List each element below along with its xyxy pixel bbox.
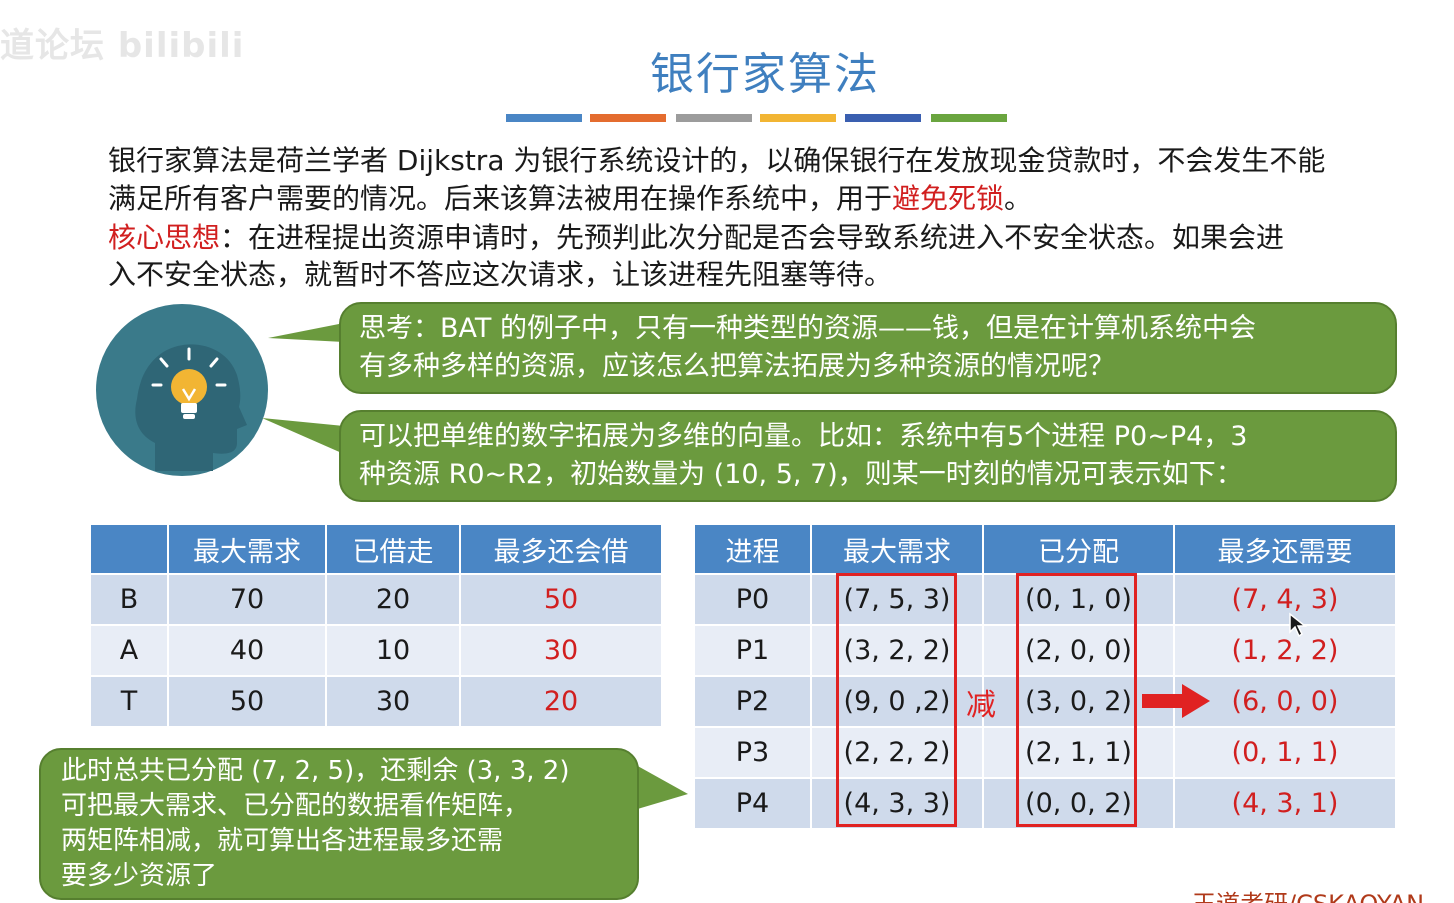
table-cell: 20: [460, 675, 661, 726]
intro-text: 满足所有客户需要的情况。后来该算法被用在操作系统中，用于: [108, 182, 893, 215]
max-need-highlight-box: [836, 573, 957, 827]
intro-text-end: 。: [1004, 182, 1033, 215]
bubble-2-line-1: 可以把单维的数字拓展为多维的向量。比如：系统中有5个进程 P0~P4，3: [359, 421, 1248, 452]
table-cell: (0, 0, 2): [983, 777, 1175, 828]
table-cell: B: [91, 573, 169, 625]
table-cell: P1: [695, 624, 812, 676]
table-row: T 50 30 20: [91, 675, 661, 726]
table-row: P1 (3, 2, 2) (2, 0, 0) (1, 2, 2): [695, 624, 1395, 676]
table-cell: 20: [326, 573, 461, 625]
table-row: P3 (2, 2, 2) (2, 1, 1) (0, 1, 1): [695, 726, 1395, 778]
table-cell: T: [91, 675, 169, 726]
bubble-3-line-2: 可把最大需求、已分配的数据看作矩阵，: [61, 791, 530, 821]
speech-bubble-answer: 可以把单维的数字拓展为多维的向量。比如：系统中有5个进程 P0~P4，3 种资源…: [339, 410, 1397, 502]
table-header-cell: 最大需求: [811, 525, 984, 574]
title-bar-segment: [931, 114, 1007, 122]
bubble-3-line-3: 两矩阵相减，就可算出各进程最多还需: [61, 826, 504, 856]
page-title: 银行家算法: [650, 49, 880, 100]
table-header-cell: 已分配: [983, 525, 1175, 574]
title-bar-segment: [676, 114, 752, 122]
table-cell: (2, 1, 1): [983, 726, 1175, 778]
title-bar-segment: [590, 114, 666, 122]
table-cell: 30: [460, 624, 661, 676]
speech-bubble-think: 思考：BAT 的例子中，只有一种类型的资源——钱，但是在计算机系统中会 有多种多…: [339, 302, 1397, 394]
table-cell: (1, 2, 2): [1174, 624, 1395, 676]
bubble-pointer-1: [268, 323, 344, 342]
footer-brand: 王道考研/CSKAOYAN: [1192, 884, 1424, 903]
bubble-1-line-2: 有多种多样的资源，应该怎么把算法拓展为多种资源的情况呢？: [359, 351, 1115, 382]
table-cell: P3: [695, 726, 812, 778]
bubble-pointer-2: [262, 418, 344, 454]
table-cell: 50: [460, 573, 661, 625]
title-bar-segment: [845, 114, 921, 122]
table-header-cell: 最大需求: [168, 525, 327, 574]
table-cell: P0: [695, 573, 812, 625]
speech-bubble-summary: 此时总共已分配 (7, 2, 5)，还剩余 (3, 3, 2) 可把最大需求、已…: [39, 748, 639, 900]
bubble-3-line-4: 要多少资源了: [61, 861, 218, 891]
bubble-2-line-2: 种资源 R0~R2，初始数量为 (10, 5, 7)，则某一时刻的情况可表示如下…: [359, 459, 1243, 490]
arrow-right-icon: [1142, 684, 1210, 718]
allocated-highlight-box: [1016, 573, 1137, 827]
table-cell: 10: [326, 624, 461, 676]
table-cell: (0, 1, 1): [1174, 726, 1395, 778]
table-header-row: 最大需求 已借走 最多还会借: [91, 525, 661, 574]
bubble-pointer-3: [634, 764, 688, 810]
table-header-row: 进程 最大需求 已分配 最多还需要: [695, 525, 1395, 574]
title-bar-segment: [760, 114, 836, 122]
intro-line-2: 满足所有客户需要的情况。后来该算法被用在操作系统中，用于避免死锁。: [108, 180, 1454, 218]
table-cell: 50: [168, 675, 327, 726]
title-bar-segment: [506, 114, 582, 122]
table-row: A 40 10 30: [91, 624, 661, 676]
table-cell: (2, 0, 0): [983, 624, 1175, 676]
table-cell: 40: [168, 624, 327, 676]
bubble-3-line-1: 此时总共已分配 (7, 2, 5)，还剩余 (3, 3, 2): [61, 756, 570, 786]
table-cell: P2: [695, 675, 812, 727]
table-row: B 70 20 50: [91, 573, 661, 625]
table-cell: A: [91, 624, 169, 676]
table-cell: (3, 0, 2): [983, 675, 1175, 727]
table-cell: (6, 0, 0): [1174, 675, 1395, 727]
table-cell: P4: [695, 777, 812, 828]
core-line-1: 核心思想：在进程提出资源申请时，先预判此次分配是否会导致系统进入不安全状态。如果…: [108, 219, 1454, 257]
table-cell: (4, 3, 1): [1174, 777, 1395, 828]
table-cell: 30: [326, 675, 461, 726]
mouse-cursor-icon: [1289, 612, 1308, 638]
table-header-cell: 已借走: [326, 525, 461, 574]
table-cell: (7, 4, 3): [1174, 573, 1395, 625]
core-line-2: 入不安全状态，就暂时不答应这次请求，让该进程先阻塞等待。: [108, 258, 893, 291]
bank-table: 最大需求 已借走 最多还会借 B 70 20 50 A 40 10 30 T 5…: [91, 525, 661, 726]
table-cell: 70: [168, 573, 327, 625]
table-header-cell: [91, 525, 169, 574]
table-header-cell: 进程: [695, 525, 812, 574]
core-text: ：在进程提出资源申请时，先预判此次分配是否会导致系统进入不安全状态。如果会进: [220, 221, 1285, 254]
minus-label: 减: [966, 688, 996, 723]
core-label: 核心思想: [108, 221, 221, 254]
watermark: 道论坛 bilibili: [0, 26, 245, 66]
table-header-cell: 最多还会借: [460, 525, 661, 574]
bubble-1-line-1: 思考：BAT 的例子中，只有一种类型的资源——钱，但是在计算机系统中会: [359, 313, 1256, 344]
intro-highlight: 避免死锁: [892, 182, 1005, 215]
table-header-cell: 最多还需要: [1174, 525, 1395, 574]
table-cell: (0, 1, 0): [983, 573, 1175, 625]
thinking-head-icon: [96, 304, 268, 476]
intro-line-1: 银行家算法是荷兰学者 Dijkstra 为银行系统设计的，以确保银行在发放现金贷…: [108, 144, 1326, 177]
